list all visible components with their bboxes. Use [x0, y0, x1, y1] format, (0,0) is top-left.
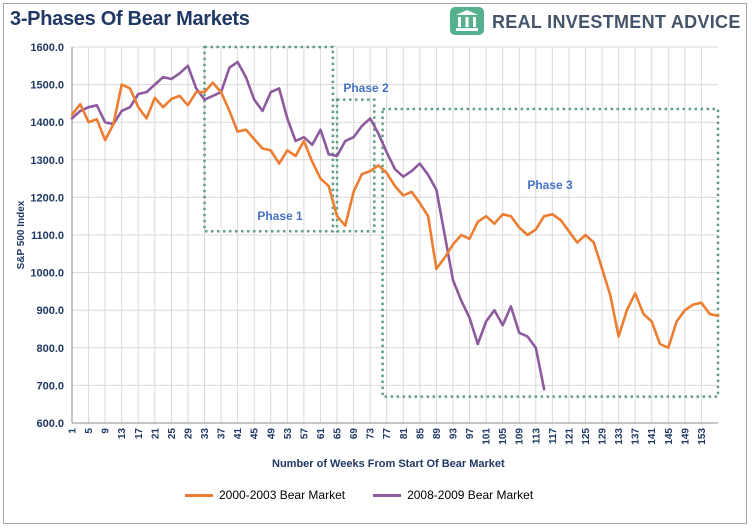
x-tick-label: 45	[250, 428, 261, 440]
y-tick-label: 1100.0	[31, 230, 64, 242]
y-tick-label: 900.0	[36, 305, 64, 317]
phase-box-1	[203, 45, 335, 233]
brand-logo: REAL INVESTMENT ADVICE	[448, 6, 744, 36]
x-tick-label: 85	[415, 428, 426, 440]
y-tick-label: 800.0	[36, 343, 64, 355]
x-tick-label: 149	[680, 428, 691, 445]
y-tick-label: 1300.0	[30, 155, 64, 167]
legend-item-2000: 2000-2003 Bear Market	[185, 488, 345, 502]
phase-label-1: Phase 1	[257, 209, 303, 223]
y-tick-label: 700.0	[36, 380, 64, 392]
x-tick-label: 77	[382, 428, 393, 440]
x-tick-label: 101	[482, 428, 493, 445]
x-tick-label: 17	[134, 428, 145, 440]
series-line-2008-2009	[70, 60, 546, 391]
x-tick-label: 49	[266, 428, 277, 440]
x-tick-label: 5	[84, 428, 95, 434]
series-lines	[70, 60, 720, 391]
phase-label-2: Phase 2	[343, 81, 389, 95]
x-tick-label: 141	[647, 428, 658, 445]
brand-name: REAL INVESTMENT ADVICE	[492, 12, 741, 32]
x-tick-label: 109	[515, 428, 526, 445]
x-tick-label: 9	[101, 428, 112, 434]
x-tick-label: 117	[548, 428, 559, 445]
legend-swatch-2008	[373, 493, 402, 497]
x-tick-label: 81	[399, 428, 410, 440]
x-tick-label: 73	[366, 428, 377, 440]
x-tick-label: 153	[697, 428, 708, 445]
legend-item-2008: 2008-2009 Bear Market	[373, 488, 533, 502]
x-tick-label: 1	[68, 428, 79, 434]
phase-box-2	[335, 98, 376, 233]
x-tick-label: 137	[631, 428, 642, 445]
y-tick-label: 600.0	[36, 418, 64, 430]
x-tick-label: 53	[283, 428, 294, 440]
x-tick-label: 25	[167, 428, 178, 440]
x-tick-label: 21	[150, 428, 161, 440]
x-tick-label: 61	[316, 428, 327, 440]
y-tick-label: 1000.0	[30, 268, 64, 280]
chart-title: 3-Phases Of Bear Markets	[10, 8, 250, 30]
x-tick-label: 13	[117, 428, 128, 440]
x-tick-label: 93	[448, 428, 459, 440]
axes: 600.0700.0800.0900.01000.01100.01200.013…	[30, 42, 718, 445]
brand-logo-icon	[450, 7, 484, 35]
y-tick-label: 1200.0	[30, 192, 64, 204]
x-tick-label: 37	[217, 428, 228, 440]
x-axis-title: Number of Weeks From Start Of Bear Marke…	[272, 458, 505, 470]
legend: 2000-2003 Bear Market 2008-2009 Bear Mar…	[185, 487, 561, 503]
legend-label-2008: 2008-2009 Bear Market	[407, 488, 534, 502]
y-axis-title: S&P 500 Index	[16, 200, 27, 270]
legend-swatch-2000	[185, 493, 213, 497]
y-tick-label: 1600.0	[30, 42, 64, 54]
chart-frame	[3, 3, 747, 524]
x-tick-label: 121	[564, 428, 575, 445]
x-tick-label: 41	[233, 428, 244, 440]
x-tick-label: 125	[581, 428, 592, 445]
x-tick-label: 69	[349, 428, 360, 440]
series-line-2000-2003	[70, 81, 720, 350]
x-tick-label: 97	[465, 428, 476, 440]
y-tick-label: 1400.0	[30, 117, 64, 129]
x-tick-label: 89	[432, 428, 443, 440]
x-tick-label: 133	[614, 428, 625, 445]
x-tick-label: 105	[498, 428, 509, 445]
x-tick-label: 65	[333, 428, 344, 440]
phase-label-3: Phase 3	[527, 178, 573, 192]
x-tick-label: 129	[598, 428, 609, 445]
y-tick-label: 1500.0	[30, 80, 64, 92]
gridlines	[71, 46, 718, 424]
x-tick-label: 57	[299, 428, 310, 440]
x-tick-label: 33	[200, 428, 211, 440]
x-tick-label: 113	[531, 428, 542, 445]
x-tick-label: 29	[183, 428, 194, 440]
phase-boxes: Phase 1 Phase 2 Phase 3	[203, 45, 720, 398]
legend-label-2000: 2000-2003 Bear Market	[219, 488, 346, 502]
x-tick-label: 145	[664, 428, 675, 445]
